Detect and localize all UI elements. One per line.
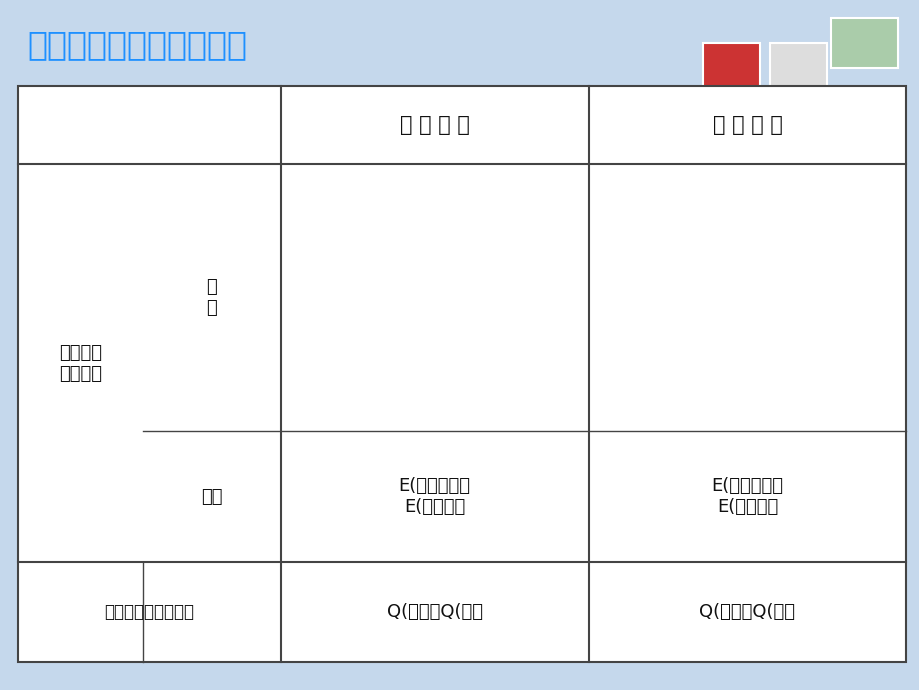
Text: 反应物: 反应物 [634,239,654,250]
Text: $\Delta E$: $\Delta E$ [505,303,524,316]
Text: 反应过程: 反应过程 [854,419,880,428]
Text: Q(吸）＞Q(放）: Q(吸）＞Q(放） [386,603,482,622]
Text: 变化: 变化 [200,488,222,506]
Text: 量: 量 [613,234,620,244]
Bar [702,43,759,92]
Text: 图
示: 图 示 [206,278,217,317]
Text: 能: 能 [613,208,620,218]
Text: 放 热 反 应: 放 热 反 应 [712,115,781,135]
Bar [830,18,897,68]
Text: 化学能与热能的相互转化: 化学能与热能的相互转化 [28,28,247,61]
Text: Q(吸）＜Q(放）: Q(吸）＜Q(放） [698,603,795,622]
Text: 化学键变化（微观）: 化学键变化（微观） [105,603,194,622]
Text: 量: 量 [305,234,312,244]
Text: E(反应物）＜
E(生成物）: E(反应物）＜ E(生成物） [398,477,471,516]
Text: 能: 能 [305,208,312,218]
Text: 吸 热 反 应: 吸 热 反 应 [400,115,469,135]
Bar [769,43,826,92]
Text: 反应过程: 反应过程 [530,419,557,428]
Text: E(反应物）＞
E(生成物）: E(反应物）＞ E(生成物） [710,477,783,516]
Text: 生成物: 生成物 [822,386,842,397]
Text: $\Delta E$: $\Delta E$ [821,310,839,324]
Text: 反应物: 反应物 [325,372,346,382]
Text: 生成物: 生成物 [463,239,483,250]
Text: 能量角度
（宏观）: 能量角度 （宏观） [59,344,102,383]
